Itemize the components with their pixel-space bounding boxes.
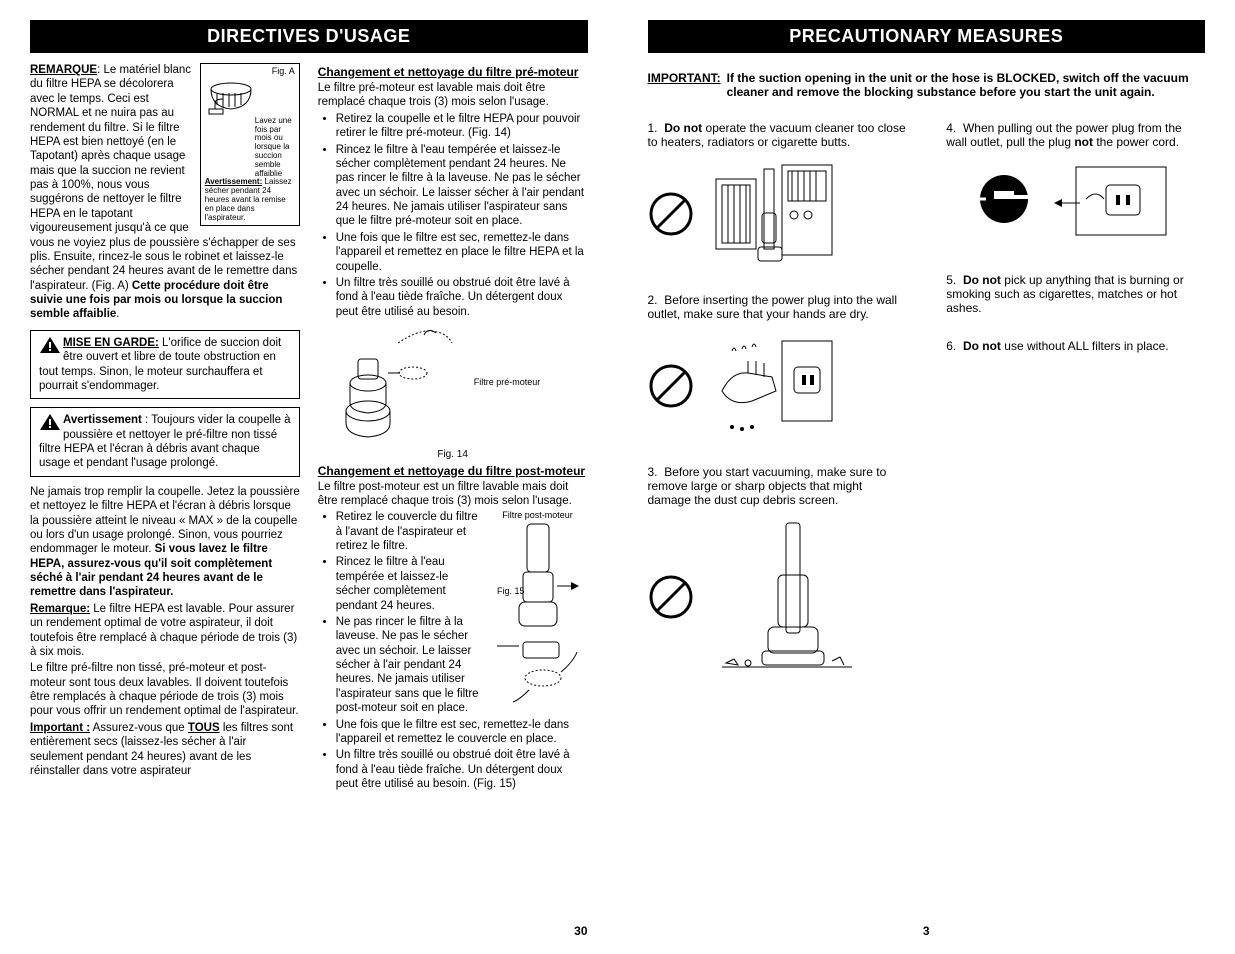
important-label: Important :	[30, 722, 90, 734]
fig-15-box: Filtre post-moteur Fig. 15	[488, 510, 588, 715]
ban-icon	[648, 363, 694, 409]
measures-col-left: 1. Do not operate the vacuum cleaner too…	[648, 121, 907, 701]
tous: TOUS	[188, 722, 220, 734]
m4c: the power cord.	[1093, 135, 1179, 149]
measures-col-right: 4. When pulling out the power plug from …	[946, 121, 1205, 701]
left-header: DIRECTIVES D'USAGE	[30, 20, 588, 53]
page-number-left: 30	[574, 924, 587, 938]
remarque-label: REMARQUE	[30, 64, 97, 76]
fig-a-warn-label: Avertissement:	[205, 177, 263, 186]
m4-num: 4.	[946, 121, 956, 135]
fig-a-box: Fig. A Lavez une fois par mois ou lorsqu…	[200, 63, 300, 226]
fig-a-label: Fig. A	[205, 67, 295, 77]
mise-en-garde-box: MISE EN GARDE: L'orifice de succion doit…	[30, 330, 300, 400]
warning-triangle-icon	[39, 413, 61, 431]
right-header: PRECAUTIONARY MEASURES	[648, 20, 1206, 53]
page-number-right: 3	[923, 924, 930, 938]
fig14-caption: Fig. 14	[318, 449, 588, 462]
fig15-label: Filtre post-moteur	[488, 510, 588, 521]
pre-b1: Retirez la coupelle et le filtre HEPA po…	[336, 112, 588, 141]
right-page: PRECAUTIONARY MEASURES IMPORTANT: If the…	[648, 20, 1206, 934]
fig14-label: Filtre pré-moteur	[474, 377, 541, 388]
measure-6: 6. Do not use without ALL filters in pla…	[946, 339, 1205, 353]
para-max: Ne jamais trop remplir la coupelle. Jete…	[30, 485, 300, 600]
measure-5: 5. Do not pick up anything that is burni…	[946, 273, 1205, 315]
measure-3: 3. Before you start vacuuming, make sure…	[648, 465, 907, 677]
remarque2-label: Remarque:	[30, 603, 90, 615]
post-b5: Un filtre très souillé ou obstrué doit ê…	[336, 748, 588, 791]
pre-b2: Rincez le filtre à l'eau tempérée et lai…	[336, 143, 588, 229]
left-page: DIRECTIVES D'USAGE Fig. A Lavez une fois…	[30, 20, 588, 934]
m6a: Do not	[963, 339, 1001, 353]
ban-icon	[648, 574, 694, 620]
remarque-para: Fig. A Lavez une fois par mois ou lorsqu…	[30, 63, 300, 322]
important-para: Important : Assurez-vous que TOUS les fi…	[30, 721, 300, 779]
heater-vacuum-icon	[712, 159, 842, 269]
plug-pull-icon	[976, 159, 1176, 249]
pre-moteur-bullets: Retirez la coupelle et le filtre HEPA po…	[318, 112, 588, 319]
subheading-post-moteur: Changement et nettoyage du filtre post-m…	[318, 464, 588, 479]
important-text1: Assurez-vous que	[90, 722, 188, 734]
post-intro: Le filtre post-moteur est un filtre lava…	[318, 480, 588, 509]
fig-a-icon	[205, 79, 295, 115]
measure-4: 4. When pulling out the power plug from …	[946, 121, 1205, 249]
subheading-pre-moteur: Changement et nettoyage du filtre pré-mo…	[318, 65, 588, 80]
para3: Le filtre pré-filtre non tissé, pré-mote…	[30, 661, 300, 719]
m2-text: Before inserting the power plug into the…	[648, 293, 898, 321]
measure-2: 2. Before inserting the power plug into …	[648, 293, 907, 441]
m6-num: 6.	[946, 339, 956, 353]
m1-num: 1.	[648, 121, 658, 135]
m6b: use without ALL filters in place.	[1001, 339, 1169, 353]
post-b4: Une fois que le filtre est sec, remettez…	[336, 718, 588, 747]
measure-1: 1. Do not operate the vacuum cleaner too…	[648, 121, 907, 269]
hand-plug-icon	[712, 331, 842, 441]
left-col-2: Changement et nettoyage du filtre pré-mo…	[318, 63, 588, 793]
svg-text:Fig. 15: Fig. 15	[497, 586, 525, 596]
fig-15-icon: Fig. 15	[493, 522, 583, 712]
important-label: IMPORTANT:	[648, 71, 727, 99]
avert-label: Avertissement	[63, 414, 142, 426]
left-columns: Fig. A Lavez une fois par mois ou lorsqu…	[30, 53, 588, 793]
m4b: not	[1074, 135, 1093, 149]
pre-b3: Une fois que le filtre est sec, remettez…	[336, 231, 588, 274]
vacuum-floor-icon	[712, 517, 862, 677]
m3-num: 3.	[648, 465, 658, 479]
important-text: If the suction opening in the unit or th…	[727, 71, 1205, 99]
m1-donot: Do not	[664, 121, 702, 135]
m5-num: 5.	[946, 273, 956, 287]
m5a: Do not	[963, 273, 1001, 287]
avertissement-box: Avertissement : Toujours vider la coupel…	[30, 407, 300, 477]
m2-num: 2.	[648, 293, 658, 307]
left-col-1: Fig. A Lavez une fois par mois ou lorsqu…	[30, 63, 300, 793]
warning-triangle-icon	[39, 336, 61, 354]
mise-label: MISE EN GARDE:	[63, 337, 159, 349]
ban-icon	[648, 191, 694, 237]
fig-a-caption: Lavez une fois par mois ou lorsque la su…	[255, 117, 295, 179]
pre-intro: Le filtre pré-moteur est lavable mais do…	[318, 81, 588, 110]
remarque2-para: Remarque: Le filtre HEPA est lavable. Po…	[30, 602, 300, 660]
m3-text: Before you start vacuuming, make sure to…	[648, 465, 887, 507]
measures-columns: 1. Do not operate the vacuum cleaner too…	[648, 121, 1206, 701]
fig-14-icon	[328, 323, 468, 443]
pre-b4: Un filtre très souillé ou obstrué doit ê…	[336, 276, 588, 319]
important-notice: IMPORTANT: If the suction opening in the…	[648, 71, 1206, 99]
